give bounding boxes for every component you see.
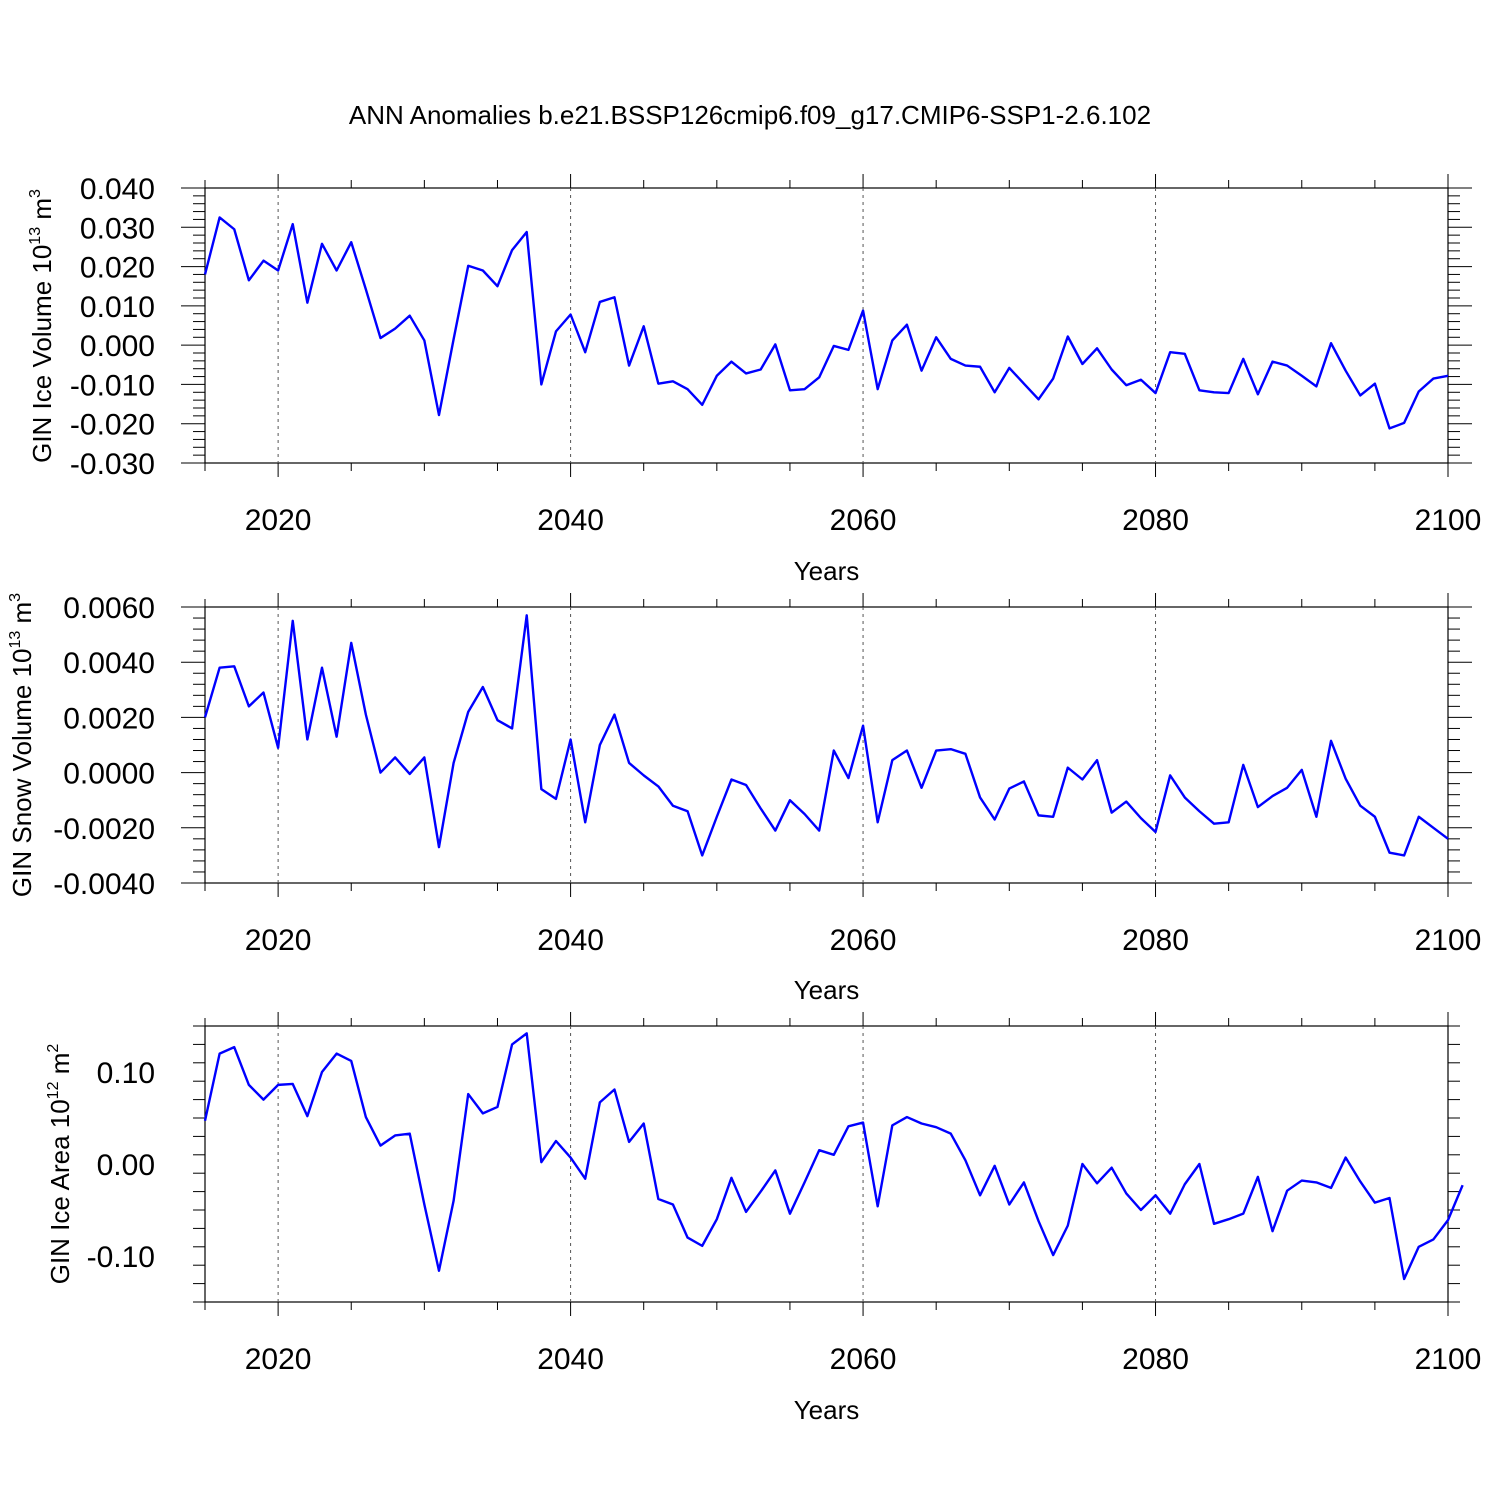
x-axis-label: Years [794, 556, 860, 586]
x-tick-label: 2080 [1122, 1343, 1189, 1376]
y-tick-label: -0.020 [70, 409, 155, 442]
y-tick-label: -0.0040 [53, 868, 155, 901]
y-axis-label: GIN Ice Area 1012 m2 [45, 1044, 75, 1285]
chart-panel-1: 2020 2040 2060 2080 2100 Years -0.030 -0.020 -0.… [27, 173, 1481, 586]
y-axis-label-superscript: 12 [45, 1081, 62, 1099]
y-axis-label-superscript: 3 [27, 189, 44, 198]
plot-frame [204, 1025, 1449, 1303]
y-tick-label: 0.0040 [63, 647, 155, 680]
x-tick-label: 2040 [537, 504, 604, 537]
data-series-line [203, 216, 1449, 430]
plot-frame [204, 606, 1449, 884]
x-tick-label: 2100 [1415, 924, 1482, 957]
y-tick-label: 0.040 [80, 173, 155, 206]
x-axis-label: Years [794, 975, 860, 1005]
y-tick-label: 0.020 [80, 252, 155, 285]
x-tick-label: 2100 [1415, 504, 1482, 537]
x-tick-label: 2060 [830, 1343, 897, 1376]
y-axis-label-superscript: 13 [7, 631, 24, 649]
y-axis-label-text: m [27, 198, 57, 227]
x-tick-label: 2060 [830, 504, 897, 537]
y-axis-label-text: m [7, 602, 37, 631]
y-tick-label: 0.00 [97, 1149, 155, 1182]
x-tick-label: 2020 [245, 1343, 312, 1376]
y-axis-label: GIN Snow Volume 1013 m3 [7, 593, 37, 897]
x-tick-label: 2040 [537, 1343, 604, 1376]
y-tick-label: -0.010 [70, 369, 155, 402]
y-tick-label: 0.0020 [63, 702, 155, 735]
y-tick-label: 0.030 [80, 212, 155, 245]
x-tick-label: 2020 [245, 504, 312, 537]
x-tick-label: 2100 [1415, 1343, 1482, 1376]
plot-frame [204, 187, 1449, 464]
chart-panel-3: 2020 2040 2060 2080 2100 Years -0.10 0.00 0.10 GI… [45, 1012, 1481, 1425]
y-axis-label-superscript: 2 [45, 1044, 62, 1053]
y-tick-label: 0.0060 [63, 592, 155, 625]
y-axis-label-superscript: 13 [27, 227, 44, 245]
y-axis-label-superscript: 3 [7, 593, 24, 602]
y-tick-label: 0.000 [80, 330, 155, 363]
y-tick-label: -0.0020 [53, 813, 155, 846]
y-axis-label-text: GIN Ice Volume 10 [27, 245, 57, 463]
x-tick-label: 2080 [1122, 504, 1189, 537]
y-tick-label: 0.010 [80, 291, 155, 324]
y-tick-label: -0.030 [70, 448, 155, 481]
y-axis-label-text: GIN Snow Volume 10 [7, 649, 37, 898]
x-tick-label: 2080 [1122, 924, 1189, 957]
y-tick-label: 0.0000 [63, 758, 155, 791]
y-axis-label-text: GIN Ice Area 10 [45, 1099, 75, 1284]
y-axis-label: GIN Ice Volume 1013 m3 [27, 189, 57, 463]
data-series-line [203, 614, 1449, 857]
y-tick-label: 0.10 [97, 1057, 155, 1090]
x-tick-label: 2040 [537, 924, 604, 957]
y-tick-label: -0.10 [87, 1241, 155, 1274]
x-tick-label: 2020 [245, 924, 312, 957]
chart-title: ANN Anomalies b.e21.BSSP126cmip6.f09_g17… [349, 100, 1151, 130]
data-series-line [203, 1032, 1464, 1281]
y-axis-label-text: m [45, 1053, 75, 1082]
chart-panel-2: 2020 2040 2060 2080 2100 Years -0.0040 -0.0020 0… [7, 592, 1481, 1005]
x-tick-label: 2060 [830, 924, 897, 957]
x-axis-label: Years [794, 1395, 860, 1425]
